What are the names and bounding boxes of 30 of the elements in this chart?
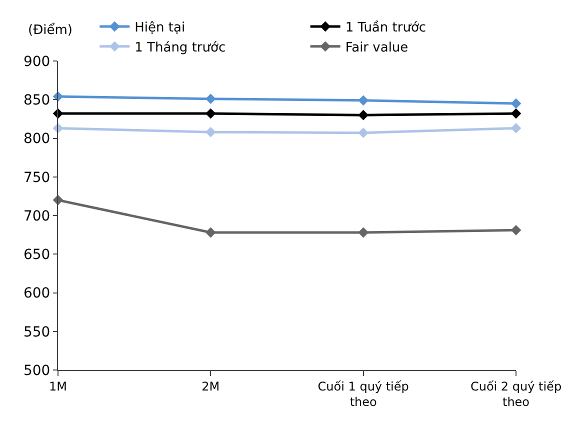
point [510, 123, 522, 134]
y-tick-label: 900 [23, 54, 50, 70]
point [358, 110, 369, 120]
y-tick-label: 500 [23, 362, 50, 379]
y-tick-label: 750 [23, 170, 50, 186]
y-tick-label: 850 [23, 92, 50, 109]
y-tick-label: 800 [23, 131, 50, 148]
point [358, 227, 369, 238]
legend-label: Fair value [345, 40, 408, 56]
point [510, 224, 522, 236]
legend-label: 1 Tháng trước [134, 40, 226, 56]
x-tick-label: Cuối 1 quý tiếp theo [318, 379, 409, 409]
x-tick-label: Cuối 2 quý tiếp theo [470, 379, 562, 409]
y-axis-title: (Điểm) [28, 22, 72, 38]
point [358, 95, 369, 106]
point [358, 128, 369, 138]
y-tick-label: 650 [23, 247, 50, 264]
point [205, 126, 216, 138]
y-tick-label: 550 [23, 324, 50, 340]
x-tick-label: 1M [49, 379, 67, 394]
point [510, 108, 522, 119]
y-tick-label: 600 [23, 286, 50, 302]
x-tick-label: 2M [202, 379, 220, 394]
legend-label: 1 Tuần trước [345, 20, 426, 36]
point [205, 108, 216, 119]
point [510, 98, 522, 109]
y-tick-label: 700 [23, 208, 50, 224]
point [205, 227, 216, 238]
legend-label: Hiện tại [134, 20, 186, 36]
point [205, 94, 216, 104]
